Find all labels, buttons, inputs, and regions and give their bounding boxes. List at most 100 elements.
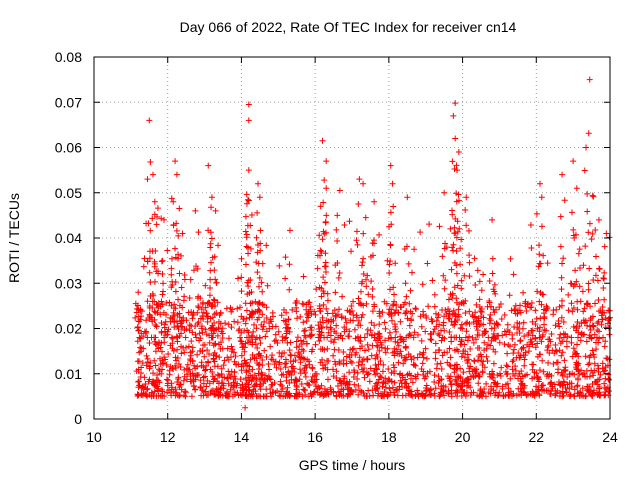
data-point <box>485 389 492 396</box>
data-point <box>592 300 599 307</box>
data-point <box>589 230 596 237</box>
data-point <box>242 261 249 268</box>
data-point <box>428 316 435 323</box>
data-point <box>517 302 524 309</box>
data-point <box>392 323 399 330</box>
data-point <box>605 376 612 383</box>
data-point <box>249 341 256 348</box>
data-point <box>209 254 216 261</box>
data-point <box>511 372 518 379</box>
data-point <box>572 364 579 371</box>
data-point <box>377 339 384 346</box>
data-point <box>259 288 266 295</box>
data-point <box>431 303 438 310</box>
data-point <box>477 386 484 393</box>
data-point <box>453 262 460 269</box>
data-point <box>225 368 232 375</box>
data-point <box>321 177 328 184</box>
data-point <box>242 213 249 220</box>
data-point <box>483 380 490 387</box>
data-point <box>286 328 293 335</box>
data-point <box>282 254 289 261</box>
data-point <box>199 329 206 336</box>
data-point <box>422 328 429 335</box>
data-point <box>584 322 591 329</box>
data-point <box>149 215 156 222</box>
data-point <box>181 276 188 283</box>
data-point <box>507 255 514 262</box>
data-point <box>418 390 425 397</box>
data-point <box>372 387 379 394</box>
data-point <box>257 340 264 347</box>
data-point <box>233 361 240 368</box>
data-point <box>477 391 484 398</box>
data-point <box>534 288 541 295</box>
data-point <box>590 322 597 329</box>
data-point <box>538 223 545 230</box>
data-point <box>261 376 268 383</box>
data-point <box>286 380 293 387</box>
data-point <box>594 362 601 369</box>
data-point <box>152 334 159 341</box>
data-point <box>278 372 285 379</box>
data-point <box>306 332 313 339</box>
data-point <box>360 389 367 396</box>
data-point <box>518 368 525 375</box>
data-point <box>431 392 438 399</box>
data-point <box>572 267 579 274</box>
data-point <box>218 328 225 335</box>
data-point <box>258 321 265 328</box>
data-point <box>501 328 508 335</box>
data-point <box>536 242 543 249</box>
data-point <box>177 363 184 370</box>
data-point <box>556 303 563 310</box>
data-point <box>602 388 609 395</box>
data-point <box>197 347 204 354</box>
data-point <box>451 347 458 354</box>
data-point <box>242 404 249 411</box>
data-point <box>237 391 244 398</box>
data-point <box>585 280 592 287</box>
data-point <box>294 315 301 322</box>
data-point <box>403 243 410 250</box>
data-point <box>475 315 482 322</box>
data-point <box>192 386 199 393</box>
data-point <box>479 368 486 375</box>
data-point <box>584 208 591 215</box>
data-point <box>334 259 341 266</box>
data-point <box>355 295 362 302</box>
data-point <box>523 308 530 315</box>
data-point <box>159 270 166 277</box>
data-point <box>228 324 235 331</box>
data-point <box>320 393 327 400</box>
data-point <box>182 389 189 396</box>
data-point <box>470 319 477 326</box>
data-point <box>216 354 223 361</box>
data-point <box>175 375 182 382</box>
data-point <box>490 286 497 293</box>
data-point <box>462 348 469 355</box>
data-point <box>573 278 580 285</box>
data-point <box>232 353 239 360</box>
data-point <box>570 304 577 311</box>
data-point <box>172 245 179 252</box>
data-point <box>183 376 190 383</box>
data-point <box>492 348 499 355</box>
data-point <box>536 180 543 187</box>
data-point <box>297 359 304 366</box>
data-point <box>213 388 220 395</box>
data-point <box>198 323 205 330</box>
data-point <box>418 337 425 344</box>
data-point <box>406 300 413 307</box>
data-point <box>505 392 512 399</box>
data-point <box>146 363 153 370</box>
data-point <box>371 240 378 247</box>
data-point <box>583 300 590 307</box>
data-point <box>590 387 597 394</box>
data-point <box>366 392 373 399</box>
data-point <box>596 384 603 391</box>
data-point <box>358 361 365 368</box>
data-point <box>261 318 268 325</box>
data-point <box>318 285 325 292</box>
data-point <box>460 369 467 376</box>
